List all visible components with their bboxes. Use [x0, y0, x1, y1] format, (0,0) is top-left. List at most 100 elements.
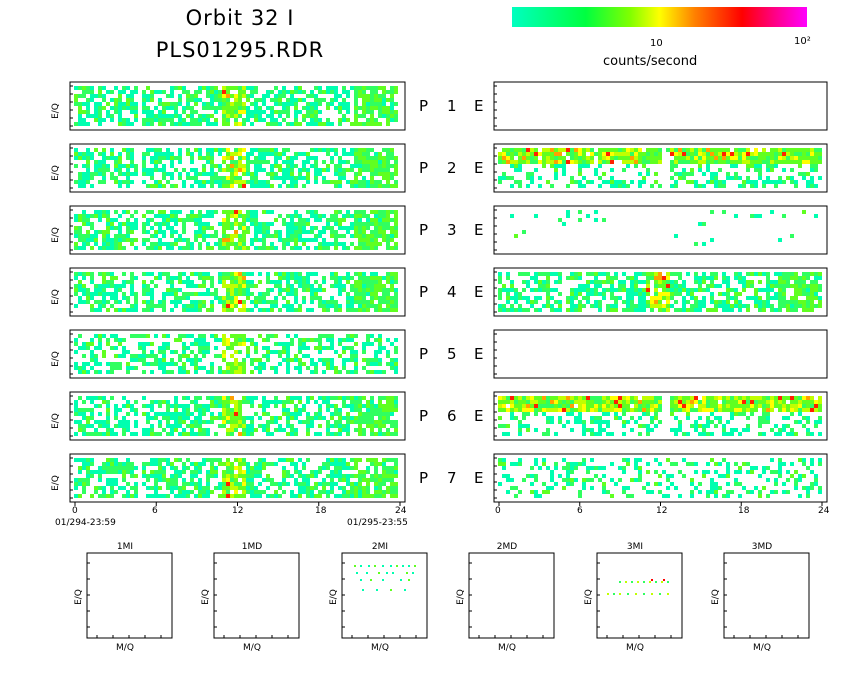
left-panel-2-cell: [378, 156, 382, 160]
left-panel-5-cell: [182, 346, 186, 350]
left-panel-5-cell: [150, 350, 154, 354]
left-panel-1-cell: [122, 102, 126, 106]
left-panel-3-cell: [354, 214, 358, 218]
left-panel-5-cell: [190, 334, 194, 338]
right-panel-4-cell: [766, 304, 770, 308]
right-panel-4-cell: [570, 292, 574, 296]
left-panel-1-cell: [326, 90, 330, 94]
left-panel-1-cell: [234, 118, 238, 122]
right-panel-6-cell: [510, 408, 514, 412]
left-panel-2-cell: [354, 180, 358, 184]
left-panel-6-cell: [226, 400, 230, 404]
left-panel-1-cell: [390, 102, 394, 106]
right-panel-6-cell: [606, 424, 610, 428]
right-panel-6-cell: [642, 412, 646, 416]
left-panel-1-cell: [306, 122, 310, 126]
left-panel-4-cell: [286, 300, 290, 304]
right-panel-4-cell: [630, 288, 634, 292]
left-panel-5-cell: [130, 358, 134, 362]
left-panel-3-cell: [258, 238, 262, 242]
left-panel-6-cell: [326, 424, 330, 428]
left-panel-6-cell: [338, 408, 342, 412]
left-panel-2-cell: [334, 168, 338, 172]
right-panel-6-cell: [674, 404, 678, 408]
left-panel-2-cell: [238, 156, 242, 160]
right-panel-4-cell: [610, 296, 614, 300]
left-panel-2-cell: [274, 172, 278, 176]
right-panel-2-cell: [686, 152, 690, 156]
left-panel-6-cell: [394, 396, 398, 400]
right-panel-6-cell: [702, 428, 706, 432]
left-panel-1-cell: [262, 94, 266, 98]
right-panel-6-cell: [722, 408, 726, 412]
left-panel-6-cell: [342, 400, 346, 404]
left-panel-1-cell: [310, 102, 314, 106]
right-panel-2-cell: [618, 148, 622, 152]
left-panel-4-cell: [318, 284, 322, 288]
left-panel-6-cell: [346, 424, 350, 428]
left-panel-1-cell: [386, 114, 390, 118]
left-panel-4-cell: [90, 296, 94, 300]
right-panel-3-cell: [814, 214, 818, 218]
right-panel-2-cell: [710, 152, 714, 156]
left-panel-5-cell: [230, 354, 234, 358]
left-panel-4-cell: [226, 292, 230, 296]
left-panel-2-cell: [154, 152, 158, 156]
left-panel-1-cell: [234, 114, 238, 118]
left-panel-5-cell: [210, 362, 214, 366]
left-panel-6-cell: [194, 416, 198, 420]
left-panel-2-cell: [390, 148, 394, 152]
left-panel-2-cell: [342, 168, 346, 172]
right-panel-6-cell: [522, 408, 526, 412]
left-panel-7-cell: [154, 486, 158, 490]
left-panel-2-cell: [394, 164, 398, 168]
left-panel-3-cell: [74, 230, 78, 234]
left-panel-2-cell: [294, 180, 298, 184]
left-panel-7-cell: [214, 486, 218, 490]
left-panel-3-cell: [82, 246, 86, 250]
left-panel-4-cell: [302, 284, 306, 288]
left-panel-7-cell: [78, 470, 82, 474]
right-panel-4-cell: [742, 288, 746, 292]
right-panel-6-cell: [794, 404, 798, 408]
right-panel-4-cell: [722, 276, 726, 280]
left-panel-5-cell: [330, 342, 334, 346]
left-panel-7-cell: [106, 470, 110, 474]
right-panel-4-cell: [498, 288, 502, 292]
left-panel-1-cell: [266, 90, 270, 94]
left-panel-2-cell: [266, 184, 270, 188]
left-panel-3-cell: [270, 222, 274, 226]
left-panel-6-cell: [150, 400, 154, 404]
left-panel-5-cell: [234, 358, 238, 362]
right-panel-6-cell: [642, 404, 646, 408]
right-panel-4-cell: [682, 300, 686, 304]
right-panel-6-cell: [622, 412, 626, 416]
left-panel-7-cell: [118, 462, 122, 466]
right-panel-2-cell: [582, 148, 586, 152]
right-panel-4-cell: [498, 308, 502, 312]
left-panel-2-cell: [150, 184, 154, 188]
left-panel-3-cell: [230, 238, 234, 242]
left-panel-4-cell: [190, 300, 194, 304]
right-panel-4-cell: [810, 308, 814, 312]
right-panel-2-cell: [742, 148, 746, 152]
left-panel-4-cell: [142, 292, 146, 296]
right-panel-6-cell: [502, 396, 506, 400]
left-panel-5-cell: [102, 334, 106, 338]
left-panel-5-cell: [174, 350, 178, 354]
left-panel-4-cell: [374, 276, 378, 280]
left-panel-6-cell: [226, 408, 230, 412]
left-panel-1-cell: [258, 114, 262, 118]
left-panel-3-cell: [238, 214, 242, 218]
right-panel-4-cell: [726, 280, 730, 284]
left-panel-4-cell: [178, 296, 182, 300]
left-panel-5-cell: [262, 366, 266, 370]
left-panel-2-cell: [126, 164, 130, 168]
right-panel-2-cell: [722, 156, 726, 160]
right-panel-6-cell: [790, 412, 794, 416]
left-panel-1-cell: [242, 118, 246, 122]
right-panel-2-cell: [546, 180, 550, 184]
left-panel-6-cell: [186, 432, 190, 436]
left-panel-2-cell: [294, 152, 298, 156]
right-panel-4-cell: [778, 284, 782, 288]
